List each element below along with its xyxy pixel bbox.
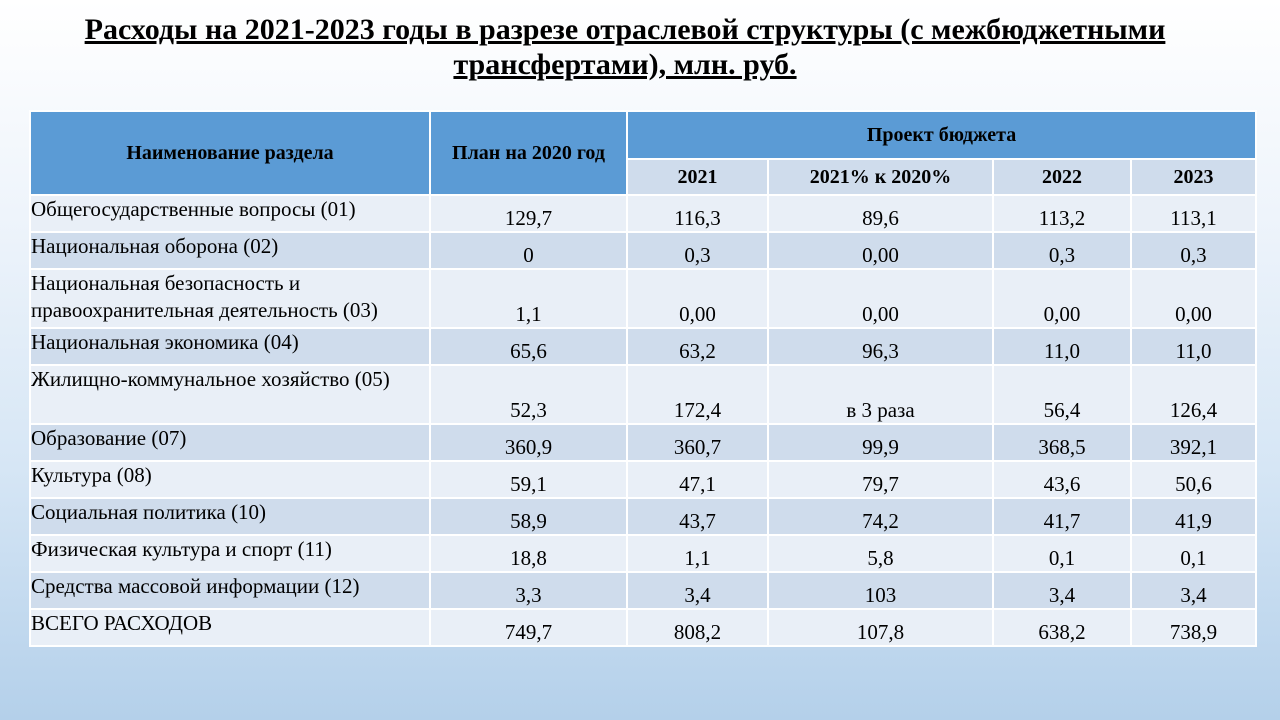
cell-2023: 0,1 (1129, 534, 1258, 573)
cell-percent: 74,2 (767, 497, 994, 536)
cell-2023: 0,00 (1129, 268, 1258, 329)
table-row: Жилищно-коммунальное хозяйство (05) 52,3… (29, 364, 1258, 425)
cell-2023: 50,6 (1129, 460, 1258, 499)
cell-plan: 360,9 (429, 423, 628, 462)
cell-2022: 0,3 (992, 231, 1132, 270)
table-row: Образование (07) 360,9 360,7 99,9 368,5 … (29, 423, 1258, 462)
cell-2023: 113,1 (1129, 194, 1258, 233)
cell-percent: 103 (767, 571, 994, 610)
cell-2021: 0,3 (626, 231, 769, 270)
cell-2021: 43,7 (626, 497, 769, 536)
cell-2023: 41,9 (1129, 497, 1258, 536)
cell-plan: 59,1 (429, 460, 628, 499)
cell-2022: 56,4 (992, 364, 1132, 425)
table-row: Национальная оборона (02) 0 0,3 0,00 0,3… (29, 231, 1258, 270)
cell-2023: 3,4 (1129, 571, 1258, 610)
cell-2022: 41,7 (992, 497, 1132, 536)
header-2023: 2023 (1129, 158, 1258, 196)
cell-plan: 65,6 (429, 327, 628, 366)
cell-2023: 738,9 (1129, 608, 1258, 647)
cell-percent: 99,9 (767, 423, 994, 462)
cell-2023: 0,3 (1129, 231, 1258, 270)
table-row: Физическая культура и спорт (11) 18,8 1,… (29, 534, 1258, 573)
header-name: Наименование раздела (29, 110, 431, 196)
cell-2021: 360,7 (626, 423, 769, 462)
cell-2021: 172,4 (626, 364, 769, 425)
cell-2022: 0,00 (992, 268, 1132, 329)
table-row: Культура (08) 59,1 47,1 79,7 43,6 50,6 (29, 460, 1258, 499)
cell-2023: 126,4 (1129, 364, 1258, 425)
header-2021: 2021 (626, 158, 769, 196)
cell-2021: 0,00 (626, 268, 769, 329)
row-name: Национальная экономика (04) (29, 327, 431, 366)
header-percent: 2021% к 2020% (767, 158, 994, 196)
table-row: Общегосударственные вопросы (01) 129,7 1… (29, 194, 1258, 233)
budget-table: Наименование раздела План на 2020 год Пр… (29, 110, 1258, 647)
cell-percent: 96,3 (767, 327, 994, 366)
cell-percent: 5,8 (767, 534, 994, 573)
row-name: Образование (07) (29, 423, 431, 462)
cell-percent: 79,7 (767, 460, 994, 499)
row-name: Жилищно-коммунальное хозяйство (05) (29, 364, 431, 425)
cell-plan: 3,3 (429, 571, 628, 610)
cell-2021: 47,1 (626, 460, 769, 499)
cell-2022: 11,0 (992, 327, 1132, 366)
cell-2022: 113,2 (992, 194, 1132, 233)
row-name: ВСЕГО РАСХОДОВ (29, 608, 431, 647)
cell-plan: 0 (429, 231, 628, 270)
cell-2022: 638,2 (992, 608, 1132, 647)
header-2022: 2022 (992, 158, 1132, 196)
row-name: Социальная политика (10) (29, 497, 431, 536)
header-subrow: 2021 2021% к 2020% 2022 2023 (30, 158, 1258, 196)
table-row: Социальная политика (10) 58,9 43,7 74,2 … (29, 497, 1258, 536)
cell-2021: 1,1 (626, 534, 769, 573)
row-name: Средства массовой информации (12) (29, 571, 431, 610)
cell-plan: 129,7 (429, 194, 628, 233)
cell-percent: в 3 раза (767, 364, 994, 425)
cell-plan: 1,1 (429, 268, 628, 329)
row-name: Общегосударственные вопросы (01) (29, 194, 431, 233)
cell-plan: 18,8 (429, 534, 628, 573)
cell-plan: 52,3 (429, 364, 628, 425)
page-title: Расходы на 2021-2023 годы в разрезе отра… (84, 13, 1166, 81)
cell-plan: 749,7 (429, 608, 628, 647)
cell-2022: 368,5 (992, 423, 1132, 462)
cell-2021: 808,2 (626, 608, 769, 647)
header-row: Наименование раздела План на 2020 год Пр… (29, 110, 1258, 196)
table-row: Национальная безопасность и правоохранит… (29, 268, 1258, 329)
table-row: Средства массовой информации (12) 3,3 3,… (29, 571, 1258, 610)
cell-2023: 11,0 (1129, 327, 1258, 366)
table-row: Национальная экономика (04) 65,6 63,2 96… (29, 327, 1258, 366)
cell-2021: 3,4 (626, 571, 769, 610)
row-name: Физическая культура и спорт (11) (29, 534, 431, 573)
cell-plan: 58,9 (429, 497, 628, 536)
cell-percent: 0,00 (767, 268, 994, 329)
row-name: Национальная оборона (02) (29, 231, 431, 270)
row-name: Культура (08) (29, 460, 431, 499)
header-budget-project: Проект бюджета (625, 110, 1258, 160)
cell-2021: 116,3 (626, 194, 769, 233)
cell-2022: 0,1 (992, 534, 1132, 573)
row-name: Национальная безопасность и правоохранит… (29, 268, 431, 329)
header-plan-2020: План на 2020 год (429, 110, 628, 196)
cell-percent: 107,8 (767, 608, 994, 647)
cell-2021: 63,2 (626, 327, 769, 366)
table-row-total: ВСЕГО РАСХОДОВ 749,7 808,2 107,8 638,2 7… (29, 608, 1258, 647)
cell-2022: 3,4 (992, 571, 1132, 610)
cell-percent: 0,00 (767, 231, 994, 270)
cell-2022: 43,6 (992, 460, 1132, 499)
cell-percent: 89,6 (767, 194, 994, 233)
cell-2023: 392,1 (1129, 423, 1258, 462)
